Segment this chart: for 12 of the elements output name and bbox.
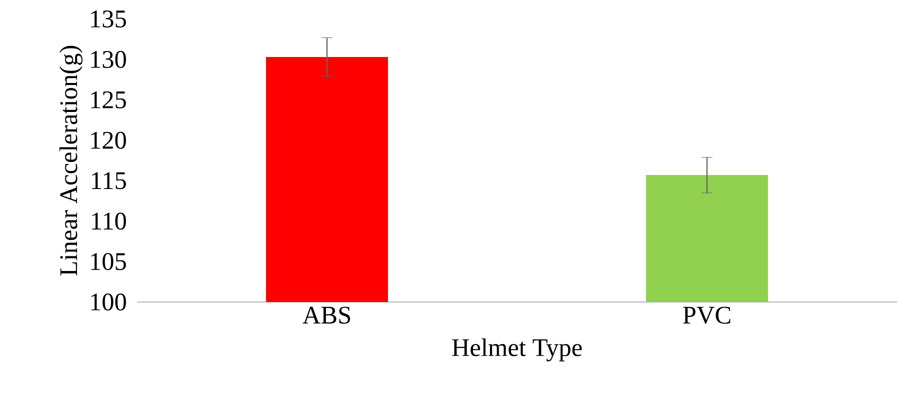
- x-tick-label: ABS: [302, 306, 350, 324]
- y-tick-label: 120: [91, 132, 126, 149]
- y-tick-label: 130: [91, 50, 126, 68]
- y-tick-label: 115: [92, 172, 126, 190]
- y-tick-label: 135: [91, 10, 126, 28]
- x-axis-title: Helmet Type: [452, 338, 582, 362]
- x-tick-label: PVC: [683, 306, 730, 324]
- y-tick-label: 110: [92, 212, 126, 230]
- y-tick-label: 100: [91, 293, 126, 311]
- y-tick-label: 105: [91, 253, 126, 270]
- y-axis-title: Linear Acceleration(g): [59, 46, 82, 276]
- y-tick-label: 125: [91, 91, 126, 108]
